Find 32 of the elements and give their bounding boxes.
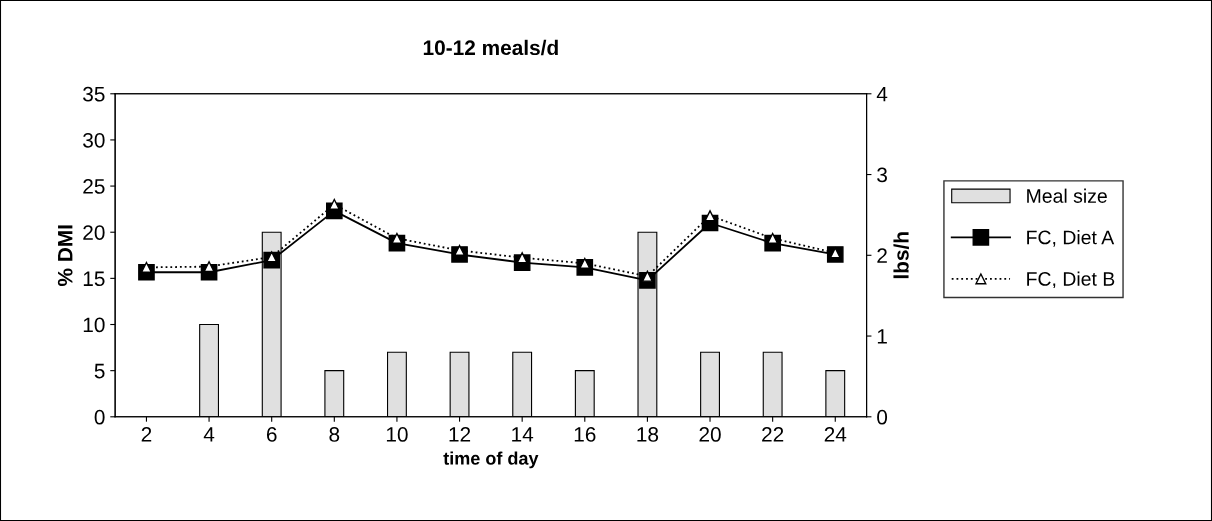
y-tick-label: 5	[94, 363, 105, 379]
x-tick-label: 12	[449, 427, 471, 442]
y2-tick-label: 4	[876, 87, 888, 102]
y-tick-label: 35	[83, 86, 105, 102]
y2-tick-label: 1	[877, 329, 887, 344]
y-tick-label: 10	[83, 317, 105, 333]
legend-label: FC, Diet A	[1027, 230, 1115, 247]
y2-tick-label: 2	[877, 248, 887, 263]
x-tick-label: 4	[203, 427, 215, 442]
legend-label: Meal size	[1027, 188, 1107, 203]
chart-title: 10-12 meals/d	[423, 39, 558, 56]
x-tick-label: 14	[512, 427, 534, 442]
x-tick-label: 10	[386, 427, 408, 442]
x-tick-label: 2	[141, 427, 152, 442]
y-tick-label: 0	[94, 409, 105, 425]
x-tick-label: 18	[637, 427, 659, 442]
x-axis-title: time of day	[443, 451, 539, 469]
y2-tick-label: 3	[877, 167, 887, 183]
legend-label: FC, Diet B	[1027, 271, 1115, 289]
y2-axis-title: lbs/h	[893, 232, 909, 279]
y-tick-label: 20	[83, 225, 105, 240]
y-tick-label: 15	[83, 271, 105, 287]
x-tick-label: 16	[574, 427, 596, 442]
x-tick-label: 20	[699, 427, 721, 442]
y-tick-label: 25	[83, 179, 105, 194]
y2-tick-label: 0	[877, 409, 888, 425]
y-axis-title: % DMI	[57, 225, 73, 287]
x-tick-label: 22	[762, 427, 784, 442]
y-tick-label: 30	[83, 132, 105, 148]
x-tick-label: 8	[329, 427, 340, 442]
x-tick-label: 6	[266, 427, 277, 442]
x-tick-label: 24	[824, 427, 847, 442]
